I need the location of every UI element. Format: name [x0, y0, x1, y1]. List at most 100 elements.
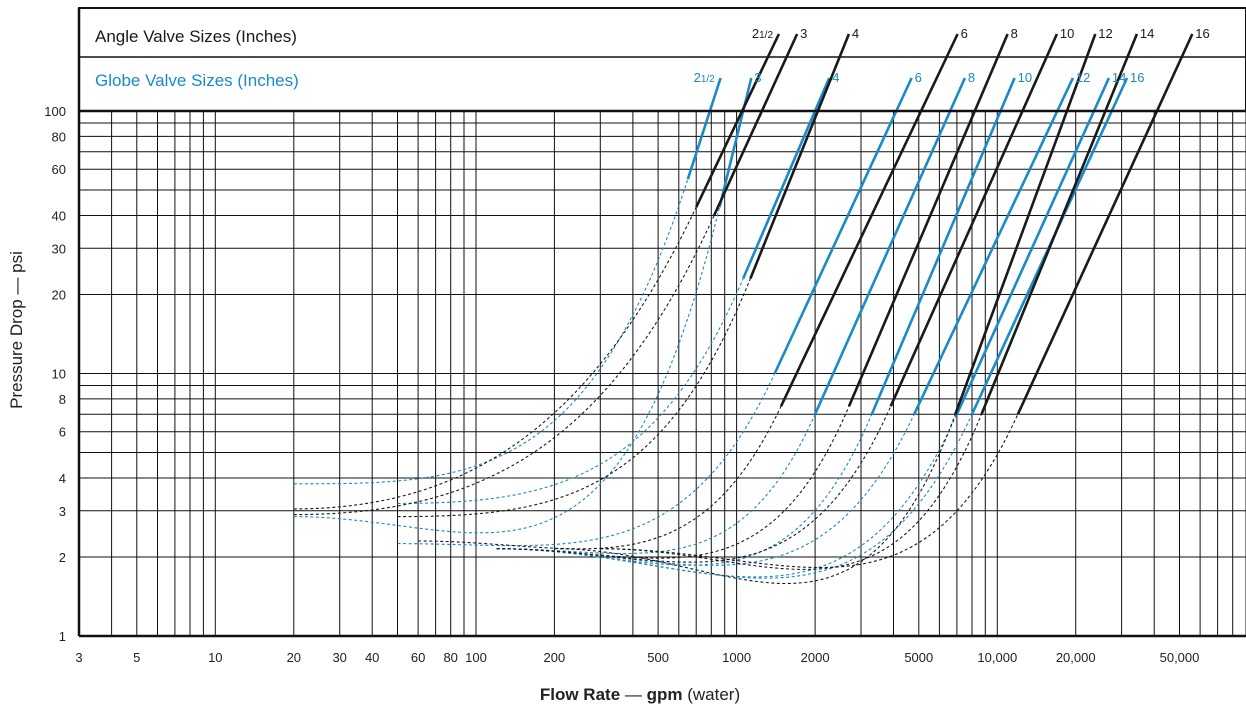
series-label-angle-6: 6 [961, 26, 968, 41]
series-label-globe-3: 3 [754, 70, 761, 85]
series-line-globe-14 [955, 77, 1111, 415]
series-curve-angle-10 [496, 406, 892, 563]
y-axis-title: Pressure Drop — psi [7, 251, 26, 409]
series-curve-angle-14 [600, 413, 983, 570]
x-tick-label: 60 [411, 650, 425, 665]
y-tick-label: 4 [59, 471, 66, 486]
series-label-globe-21-2: 21/2 [694, 70, 716, 85]
series-curve-angle-12 [554, 414, 956, 585]
series-curves [293, 33, 1194, 585]
series-line-angle-14 [980, 33, 1139, 415]
x-tick-label: 10,000 [977, 650, 1017, 665]
series-line-angle-3 [712, 33, 799, 217]
x-tick-label: 5000 [904, 650, 933, 665]
y-tick-label: 6 [59, 425, 66, 440]
series-label-angle-8: 8 [1011, 26, 1018, 41]
series-label-angle-21-2: 21/2 [752, 26, 774, 41]
y-tick-label: 3 [59, 504, 66, 519]
x-axis-title-rest: (water) [683, 685, 741, 704]
x-tick-label: 100 [465, 650, 487, 665]
y-tick-label: 2 [59, 550, 66, 565]
x-axis-title-bold: Flow Rate [540, 685, 620, 704]
x-tick-label: 50,000 [1160, 650, 1200, 665]
series-line-angle-16 [1016, 33, 1194, 415]
y-tick-label: 8 [59, 392, 66, 407]
series-curve-angle-4 [397, 278, 751, 518]
series-label-globe-8: 8 [968, 70, 975, 85]
header-box [78, 7, 1246, 112]
series-line-angle-4 [749, 33, 851, 279]
header-globe-title: Globe Valve Sizes (Inches) [95, 71, 299, 90]
series-curve-globe-6 [397, 373, 776, 547]
header-angle-title: Angle Valve Sizes (Inches) [95, 27, 297, 46]
x-tick-label: 500 [647, 650, 669, 665]
x-tick-label: 5 [133, 650, 140, 665]
series-label-angle-10: 10 [1060, 26, 1074, 41]
series-label-fraction: 1/2 [701, 74, 715, 85]
series-label-globe-10: 10 [1018, 70, 1032, 85]
series-curve-globe-14 [496, 413, 958, 578]
x-tick-label: 40 [365, 650, 379, 665]
series-line-angle-6 [779, 33, 959, 407]
series-line-angle-8 [847, 33, 1009, 407]
x-axis-title: Flow Rate — gpm (water) [540, 685, 740, 704]
y-tick-label: 20 [52, 288, 66, 303]
x-tick-label: 3 [75, 650, 82, 665]
series-line-globe-3 [718, 77, 753, 208]
x-tick-label: 1000 [722, 650, 751, 665]
series-curve-globe-21-2 [293, 179, 689, 485]
x-tick-label: 30 [332, 650, 346, 665]
series-curve-globe-3 [293, 207, 721, 534]
series-label-globe-4: 4 [832, 70, 839, 85]
series-curve-angle-3 [293, 215, 715, 516]
grid-lines [79, 111, 1246, 636]
series-curve-globe-16 [496, 413, 973, 579]
series-label-globe-16: 16 [1130, 70, 1144, 85]
series-label-angle-16: 16 [1195, 26, 1209, 41]
series-label-whole: 2 [694, 70, 701, 85]
y-tick-label: 100 [44, 104, 66, 119]
series-line-angle-10 [889, 33, 1059, 407]
x-tick-label: 200 [544, 650, 566, 665]
series-label-angle-3: 3 [800, 26, 807, 41]
y-tick-labels: 1 2 3 4 6 8 10 20 30 40 60 80 100 [44, 104, 66, 644]
series-curve-angle-16 [600, 413, 1019, 569]
y-tick-label: 10 [52, 367, 66, 382]
series-label-fraction: 1/2 [759, 30, 773, 41]
x-axis-title-unit: gpm [647, 685, 683, 704]
series-label-globe-14: 14 [1112, 70, 1126, 85]
y-tick-label: 30 [52, 241, 66, 256]
series-label-globe-6: 6 [915, 70, 922, 85]
x-tick-labels: 3 5 10 20 30 40 60 80 100 200 500 1000 2000 5000 10,00… [75, 650, 1199, 665]
series-label-globe-12: 12 [1076, 70, 1090, 85]
y-tick-label: 60 [52, 162, 66, 177]
series-line-globe-10 [870, 77, 1016, 415]
series-line-globe-6 [773, 77, 913, 375]
y-tick-label: 80 [52, 129, 66, 144]
x-tick-label: 20 [287, 650, 301, 665]
x-tick-label: 20,000 [1056, 650, 1096, 665]
series-line-angle-21-2 [695, 33, 781, 208]
series-label-angle-12: 12 [1098, 26, 1112, 41]
series-label-angle-4: 4 [852, 26, 859, 41]
series-line-globe-12 [913, 77, 1075, 415]
series-line-angle-12 [954, 33, 1097, 415]
series-line-globe-21-2 [686, 77, 722, 180]
y-tick-label: 40 [52, 209, 66, 224]
y-tick-label: 1 [59, 629, 66, 644]
series-line-globe-8 [813, 77, 967, 415]
series-curve-angle-21-2 [293, 206, 697, 510]
series-curve-angle-8 [496, 406, 850, 559]
series-curve-globe-12 [496, 413, 915, 566]
series-label-angle-14: 14 [1140, 26, 1154, 41]
x-tick-label: 10 [208, 650, 222, 665]
x-tick-label: 2000 [801, 650, 830, 665]
series-label-whole: 2 [752, 26, 759, 41]
series-curve-angle-6 [418, 406, 782, 550]
x-tick-label: 80 [443, 650, 457, 665]
series-curve-globe-4 [397, 278, 744, 504]
series-curve-globe-8 [496, 413, 816, 555]
